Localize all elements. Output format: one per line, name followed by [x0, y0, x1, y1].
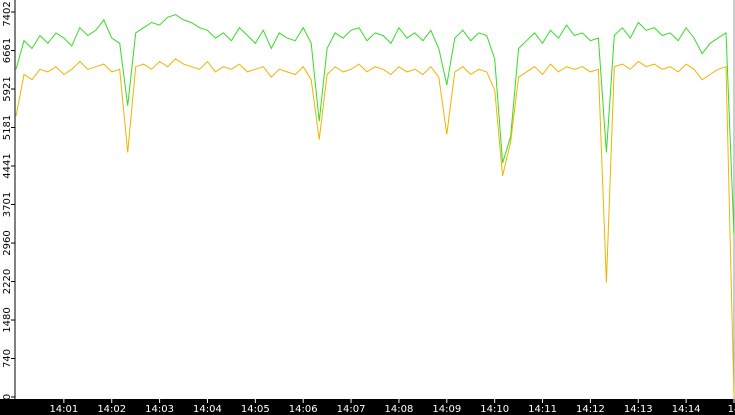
x-tick-label: 14:01: [49, 404, 78, 415]
x-axis-bar: [0, 399, 735, 415]
y-tick-label: 1480: [2, 307, 13, 332]
x-tick-label: 14:10: [480, 404, 509, 415]
x-tick-label: 14:04: [193, 404, 222, 415]
y-tick-label: 6661: [2, 38, 13, 63]
x-tick-label: 14:07: [337, 404, 366, 415]
y-tick-label: 5181: [2, 115, 13, 140]
y-tick-label: 740: [2, 349, 13, 368]
x-tick-label: 14: [728, 404, 735, 415]
y-tick-label: 0: [2, 394, 13, 400]
x-tick-label: 14:05: [241, 404, 270, 415]
x-tick-label: 14:13: [624, 404, 653, 415]
x-tick-label: 14:03: [145, 404, 174, 415]
y-tick-label: 2960: [2, 230, 13, 255]
x-tick-label: 14:02: [97, 404, 126, 415]
x-tick-label: 14:12: [576, 404, 605, 415]
y-tick-label: 4441: [2, 153, 13, 178]
y-tick-label: 5921: [2, 76, 13, 101]
x-tick-label: 14:11: [528, 404, 557, 415]
y-tick-label: 2220: [2, 269, 13, 294]
y-tick-label: 3701: [2, 192, 13, 217]
y-tick-label: 7402: [2, 1, 13, 26]
x-tick-label: 14:08: [385, 404, 414, 415]
series-line: [15, 14, 735, 236]
x-tick-label: 14:09: [432, 404, 461, 415]
series-line: [15, 58, 735, 398]
x-tick-label: 14:14: [672, 404, 701, 415]
x-tick-label: 14:06: [289, 404, 318, 415]
